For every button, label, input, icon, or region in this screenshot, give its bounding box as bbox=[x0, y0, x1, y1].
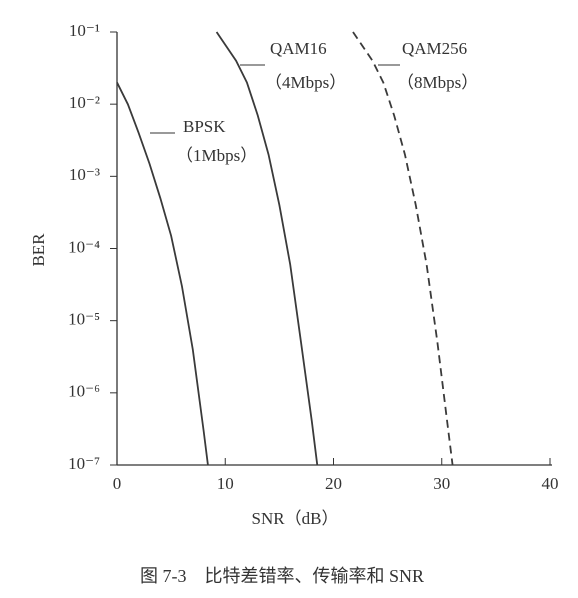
series-line bbox=[116, 82, 209, 466]
y-tick-label: 10⁻⁵ bbox=[68, 310, 100, 329]
x-tick-label: 30 bbox=[433, 474, 450, 493]
x-tick-label: 0 bbox=[113, 474, 122, 493]
series-line bbox=[215, 31, 319, 466]
x-tick-label: 40 bbox=[542, 474, 559, 493]
legend-label: BPSK bbox=[183, 117, 226, 136]
legend-sublabel: （8Mbps） bbox=[397, 73, 478, 92]
y-tick-label: 10⁻⁷ bbox=[68, 454, 100, 473]
x-tick-label: 20 bbox=[325, 474, 342, 493]
legend-label: QAM16 bbox=[270, 39, 327, 58]
y-axis-label: BER bbox=[29, 233, 48, 267]
y-tick-label: 10⁻² bbox=[69, 93, 100, 112]
legend-label: QAM256 bbox=[402, 39, 467, 58]
x-axis-label: SNR（dB） bbox=[252, 509, 339, 528]
series-line bbox=[352, 31, 454, 466]
y-tick-label: 10⁻⁶ bbox=[68, 382, 100, 401]
y-tick-label: 10⁻⁴ bbox=[68, 237, 100, 256]
y-tick-label: 10⁻³ bbox=[69, 165, 100, 184]
x-tick-label: 10 bbox=[217, 474, 234, 493]
y-tick-label: 10⁻¹ bbox=[69, 21, 100, 40]
legend-sublabel: （4Mbps） bbox=[265, 73, 346, 92]
legend-sublabel: （1Mbps） bbox=[176, 146, 257, 165]
caption: 图 7-3 比特差错率、传输率和 SNR bbox=[140, 566, 424, 586]
